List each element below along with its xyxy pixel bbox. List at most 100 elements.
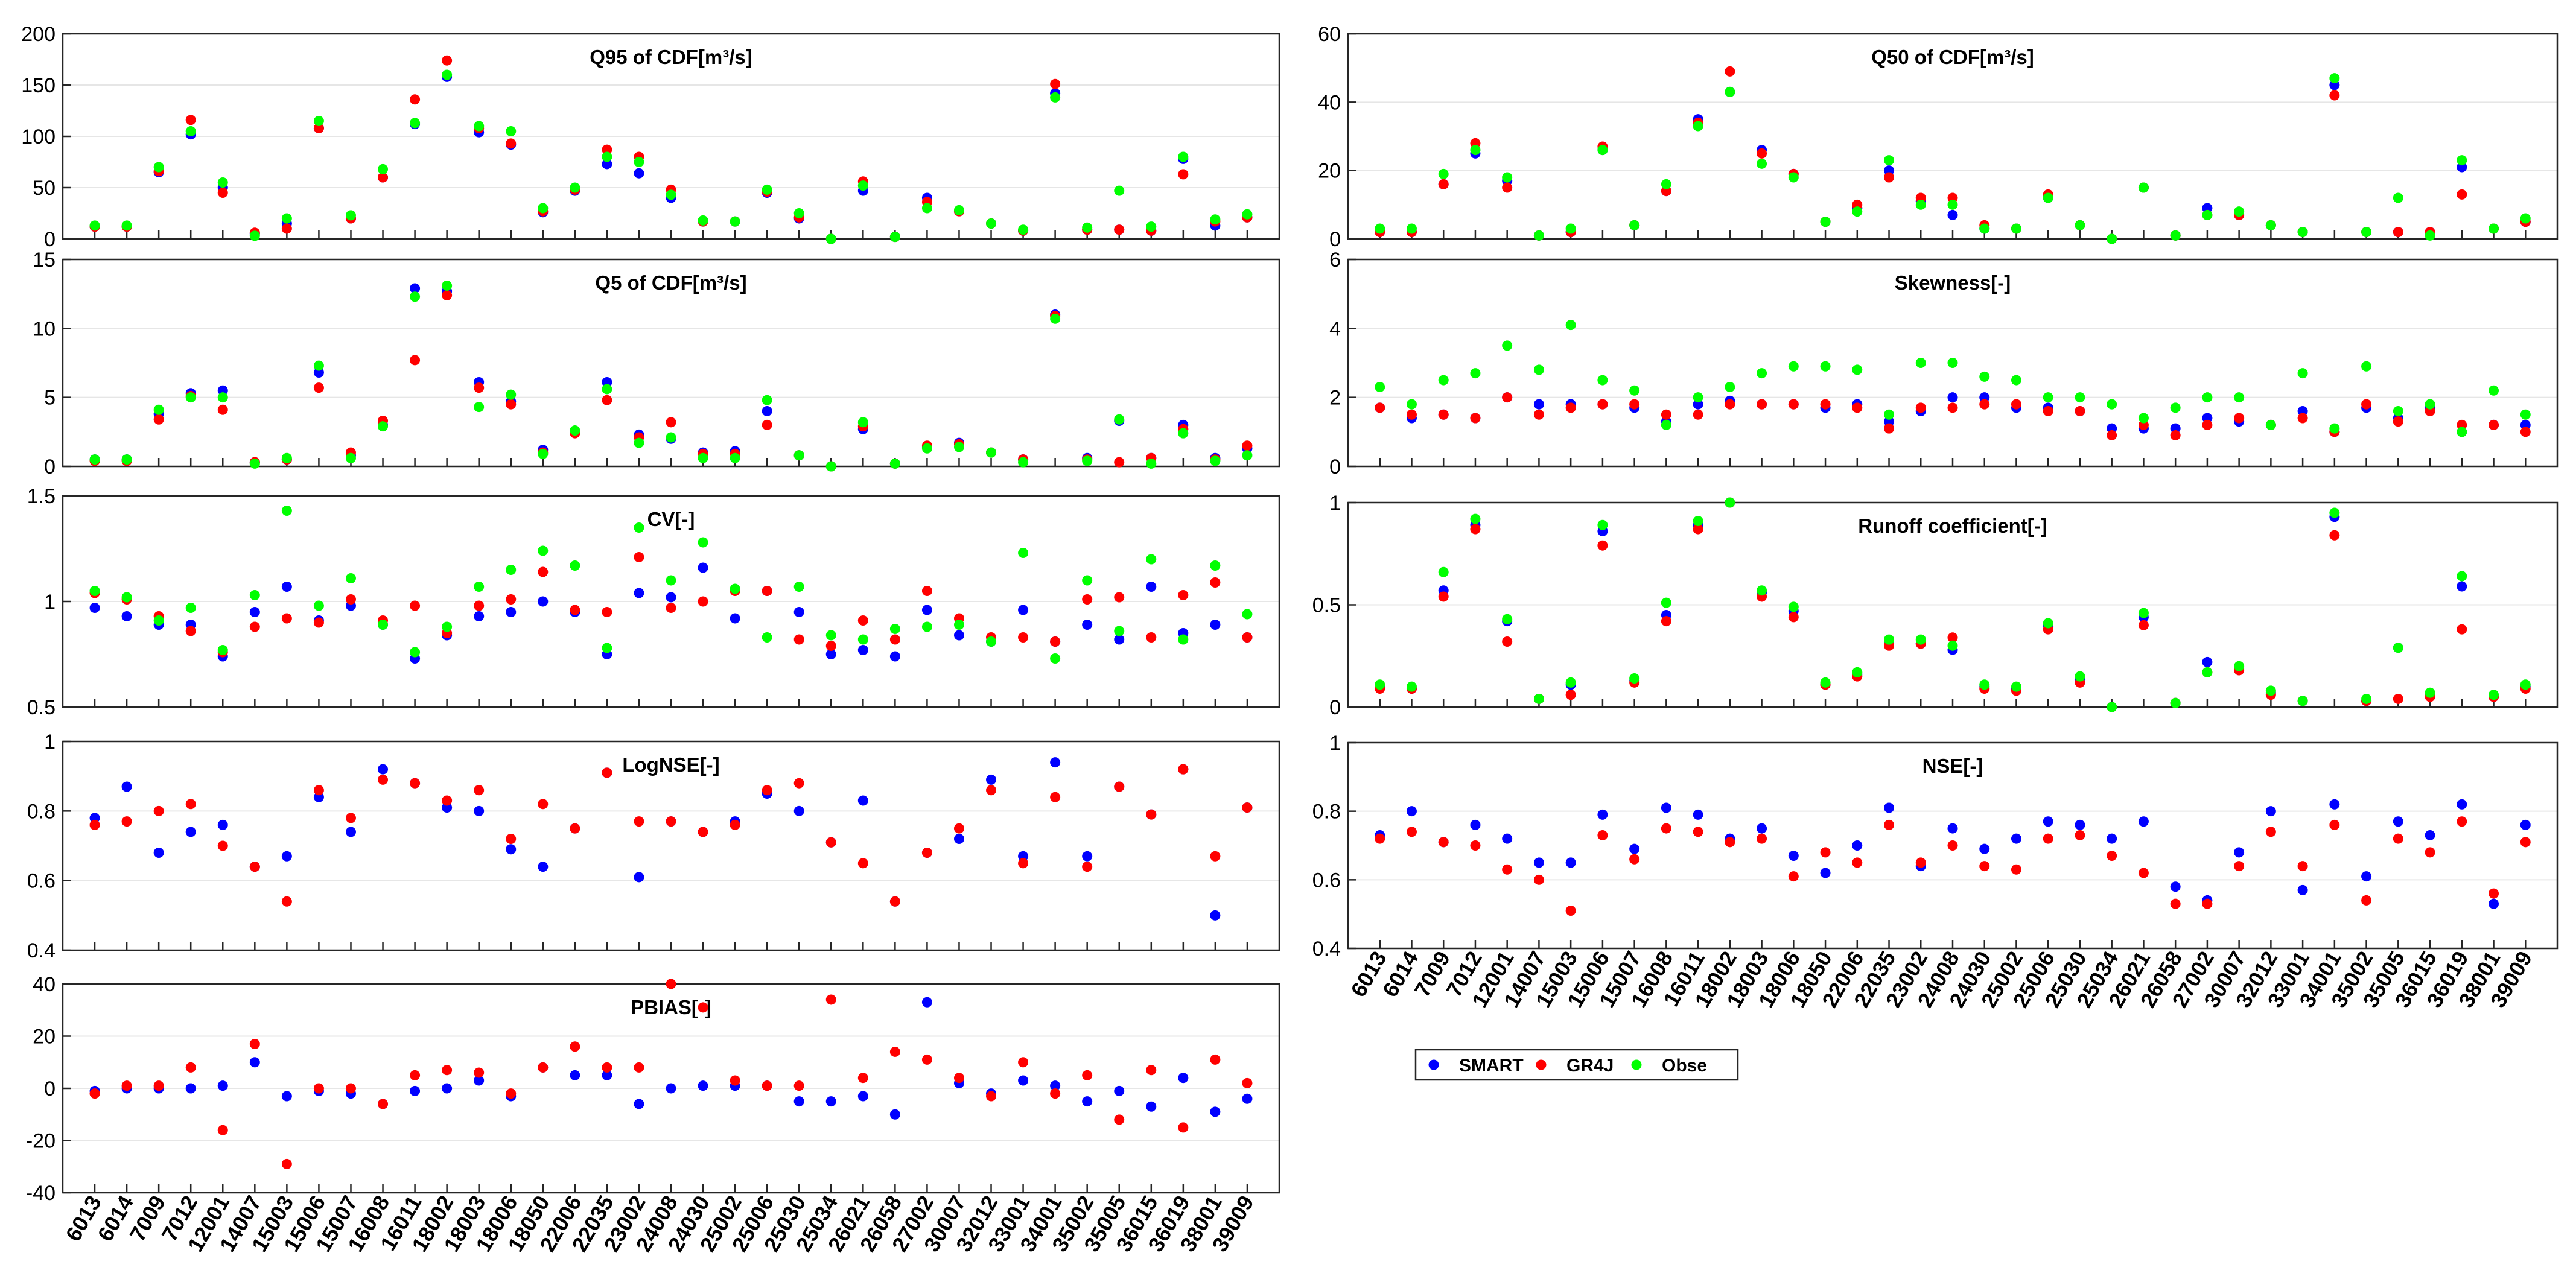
panel-q5-of-cdf-m-s: 0 5 10 15 Q5 of CDF[m³/s]	[33, 249, 1280, 478]
data-point	[249, 607, 260, 617]
data-point	[634, 552, 644, 562]
y-tick-label: 5	[44, 387, 56, 410]
data-point	[1050, 653, 1061, 664]
data-point	[1146, 582, 1157, 592]
panel-q50-of-cdf-m-s: 0 20 40 60 Q50 of CDF[m³/s]	[1318, 23, 2559, 251]
data-point	[730, 452, 740, 463]
data-point	[2265, 419, 2276, 430]
y-tick-label: 100	[21, 125, 56, 148]
y-tick-label: 20	[1318, 160, 1341, 183]
data-point	[442, 55, 453, 66]
data-point	[1597, 830, 1608, 840]
data-point	[281, 582, 292, 592]
data-point	[2457, 427, 2467, 437]
data-point	[153, 615, 164, 626]
data-point	[1884, 155, 1895, 166]
data-point	[2170, 697, 2181, 708]
y-tick-label: 0.6	[1312, 869, 1341, 892]
data-point	[698, 562, 708, 573]
data-point	[474, 402, 485, 413]
data-point	[313, 360, 324, 371]
data-point	[153, 1080, 164, 1091]
data-point	[1210, 455, 1221, 466]
data-point	[474, 785, 485, 796]
data-point	[2234, 392, 2245, 403]
y-tick-label: -40	[26, 1182, 56, 1205]
data-point	[281, 896, 292, 907]
data-point	[442, 290, 453, 300]
data-point	[1114, 781, 1125, 792]
data-point	[506, 138, 517, 149]
data-point	[1018, 858, 1029, 869]
series-gr4j	[89, 979, 1253, 1169]
data-point	[2234, 413, 2245, 424]
data-point	[249, 458, 260, 469]
data-point	[1470, 840, 1481, 851]
data-point	[2393, 192, 2403, 203]
panel-title: Q5 of CDF[m³/s]	[595, 271, 746, 294]
data-point	[249, 230, 260, 241]
data-point	[1406, 399, 1417, 410]
data-point	[602, 767, 612, 778]
data-point	[921, 1054, 932, 1065]
data-point	[313, 382, 324, 393]
data-point	[2138, 868, 2149, 878]
data-point	[1852, 206, 1863, 217]
series-obse	[1375, 73, 2531, 244]
data-point	[986, 774, 997, 785]
data-point	[1114, 634, 1125, 645]
data-point	[1082, 851, 1093, 862]
data-point	[1210, 851, 1221, 862]
data-point	[921, 997, 932, 1008]
data-point	[2457, 624, 2467, 635]
data-point	[2011, 833, 2021, 844]
data-point	[1438, 375, 1449, 386]
data-point	[2043, 392, 2053, 403]
data-point	[986, 785, 997, 796]
data-point	[1146, 809, 1157, 820]
data-point	[2393, 816, 2403, 827]
series-smart	[89, 71, 1253, 244]
data-point	[2457, 581, 2467, 592]
y-tick-label: 60	[1318, 23, 1341, 46]
data-point	[1438, 837, 1449, 848]
legend-item-smart: SMART	[1428, 1056, 1524, 1076]
data-point	[121, 816, 132, 827]
data-point	[953, 833, 964, 844]
data-point	[1725, 66, 1735, 77]
data-point	[2043, 192, 2053, 203]
data-point	[1788, 172, 1799, 183]
data-point	[857, 858, 868, 869]
series-obse	[1375, 320, 2531, 437]
data-point	[378, 421, 389, 432]
data-point	[953, 620, 964, 630]
data-point	[1757, 399, 1767, 410]
data-point	[281, 223, 292, 234]
data-point	[2138, 620, 2149, 630]
data-point	[1050, 636, 1061, 647]
data-point	[506, 844, 517, 855]
data-point	[1210, 560, 1221, 571]
data-point	[793, 778, 804, 789]
data-point	[2202, 656, 2213, 667]
data-point	[185, 1062, 196, 1073]
data-point	[2457, 155, 2467, 166]
data-point	[857, 615, 868, 626]
data-point	[474, 1075, 485, 1086]
data-point	[1788, 399, 1799, 410]
data-point	[762, 632, 772, 643]
data-point	[666, 417, 676, 428]
data-point	[2457, 799, 2467, 810]
data-point	[1146, 458, 1157, 469]
y-tick-label: 6	[1329, 249, 1341, 271]
data-point	[474, 1067, 485, 1078]
data-point	[121, 781, 132, 792]
data-point	[1852, 857, 1863, 868]
data-point	[1979, 399, 1990, 410]
data-point	[1757, 148, 1767, 159]
data-point	[281, 506, 292, 516]
panel-runoff-coefficient: 0 0.5 1 Runoff coefficient[-]	[1312, 492, 2559, 719]
data-point	[410, 600, 421, 611]
panel-title: LogNSE[-]	[622, 754, 719, 776]
data-point	[1947, 840, 1958, 851]
